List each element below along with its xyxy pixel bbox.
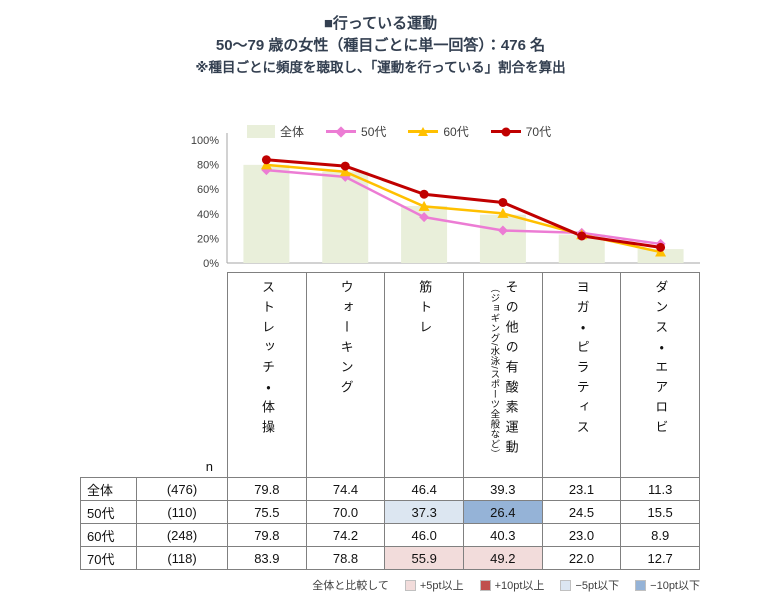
table-row-60s: 60代 (248) 79.8 74.2 46.0 40.3 23.0 8.9	[80, 523, 700, 547]
value-cell: 8.9	[620, 523, 700, 547]
value-cell: 74.4	[305, 477, 386, 501]
value-cell: 23.0	[541, 523, 622, 547]
value-cell: 23.1	[541, 477, 622, 501]
n-count: (476)	[135, 477, 229, 501]
legend-triangle-marker-icon	[408, 125, 439, 139]
n-count: (118)	[135, 546, 229, 570]
minus10-swatch-icon	[635, 579, 647, 591]
col-header-dance-aerobics: ダンス・エアロビ	[620, 272, 700, 478]
value-cell: 40.3	[462, 523, 543, 547]
value-cell: 79.8	[227, 477, 307, 501]
value-cell: 49.2	[462, 546, 543, 570]
svg-text:0%: 0%	[203, 258, 219, 270]
row-label: 60代	[80, 523, 137, 547]
legend-circle-marker-icon	[490, 125, 521, 139]
diff-legend-item-plus5: +5pt以上	[404, 577, 464, 593]
legend-label-50s: 50代	[361, 125, 387, 139]
col-header-stretch: ストレッチ・体操	[227, 272, 307, 478]
minus5-swatch-icon	[560, 579, 572, 591]
legend-label-60s: 60代	[443, 125, 469, 139]
plus5-swatch-icon	[404, 579, 416, 591]
n-count: (248)	[135, 523, 229, 547]
col-header-muscle-training: 筋トレ	[384, 272, 464, 478]
legend-item-50s: 50代	[326, 123, 386, 140]
legend-label-70s: 70代	[525, 125, 552, 139]
value-cell: 11.3	[620, 477, 700, 501]
table-row-70s: 70代 (118) 83.9 78.8 55.9 49.2 22.0 12.7	[80, 546, 700, 570]
value-cell: 24.5	[541, 500, 622, 524]
chart-legend: 全体 50代 60代 70代	[247, 123, 551, 140]
legend-item-70s: 70代	[490, 123, 552, 140]
value-cell: 26.4	[462, 500, 543, 524]
value-cell: 79.8	[227, 523, 307, 547]
value-cell: 46.4	[384, 477, 464, 501]
n-column-label: n	[205, 459, 214, 474]
row-label: 70代	[80, 546, 137, 570]
svg-text:40%: 40%	[197, 209, 219, 221]
diff-legend-item-minus5: −5pt以下	[560, 577, 619, 593]
col-header-other-aerobic: （ジョギング/水泳/スポーツ全般など） その他の有酸素運動	[462, 272, 543, 478]
value-cell: 12.7	[620, 546, 700, 570]
legend-diamond-marker-icon	[326, 125, 357, 139]
legend-item-zentai: 全体	[247, 123, 304, 140]
value-cell: 46.0	[384, 523, 464, 547]
value-cell: 75.5	[227, 500, 307, 524]
report-header: ■行っている運動 50～79 歳の女性（種目ごとに単一回答）：476 名 ※種目…	[0, 12, 761, 78]
svg-text:60%: 60%	[197, 184, 219, 196]
n-count: (110)	[135, 500, 229, 524]
value-cell: 83.9	[227, 546, 307, 570]
value-cell: 22.0	[541, 546, 622, 570]
page-subtitle: 50～79 歳の女性（種目ごとに単一回答）：476 名	[215, 37, 546, 55]
row-label: 50代	[80, 500, 137, 524]
value-cell: 37.3	[384, 500, 464, 524]
table-header-row: n ストレッチ・体操 ウォーキング 筋トレ （ジョギング/水泳/スポーツ全般など…	[80, 272, 700, 478]
exercise-rate-chart: 100% 80% 60% 40% 20% 0%	[191, 133, 700, 270]
table-row-50s: 50代 (110) 75.5 70.0 37.3 26.4 24.5 15.5	[80, 500, 700, 524]
value-cell: 78.8	[305, 546, 386, 570]
value-cell: 70.0	[305, 500, 386, 524]
row-label: 全体	[80, 477, 137, 501]
value-cell: 74.2	[305, 523, 386, 547]
value-cell: 55.9	[384, 546, 464, 570]
value-cell: 15.5	[620, 500, 700, 524]
svg-text:100%: 100%	[191, 135, 219, 147]
legend-label-zentai: 全体	[280, 125, 305, 139]
value-cell: 39.3	[462, 477, 543, 501]
svg-text:80%: 80%	[197, 160, 219, 172]
diff-legend-item-minus10: −10pt以下	[635, 577, 700, 593]
col-header-yoga-pilates: ヨガ・ピラティス	[541, 272, 622, 478]
legend-bar-swatch-icon	[247, 125, 275, 138]
diff-legend-prefix: 全体と比較して	[312, 580, 389, 592]
diff-legend: 全体と比較して +5pt以上 +10pt以上 −5pt以下 −10pt以下	[80, 577, 700, 593]
legend-item-60s: 60代	[408, 123, 469, 140]
diff-legend-item-plus10: +10pt以上	[479, 577, 544, 593]
svg-text:20%: 20%	[197, 233, 219, 245]
page-title: ■行っている運動	[323, 15, 438, 32]
table-corner-cell: n	[80, 272, 229, 478]
table-row-all: 全体 (476) 79.8 74.4 46.4 39.3 23.1 11.3	[80, 477, 700, 501]
plus10-swatch-icon	[479, 579, 491, 591]
col-header-walking: ウォーキング	[305, 272, 386, 478]
result-table: n ストレッチ・体操 ウォーキング 筋トレ （ジョギング/水泳/スポーツ全般など…	[80, 272, 700, 570]
page-note: ※種目ごとに頻度を聴取し、「運動を行っている」割合を算出	[195, 59, 566, 75]
